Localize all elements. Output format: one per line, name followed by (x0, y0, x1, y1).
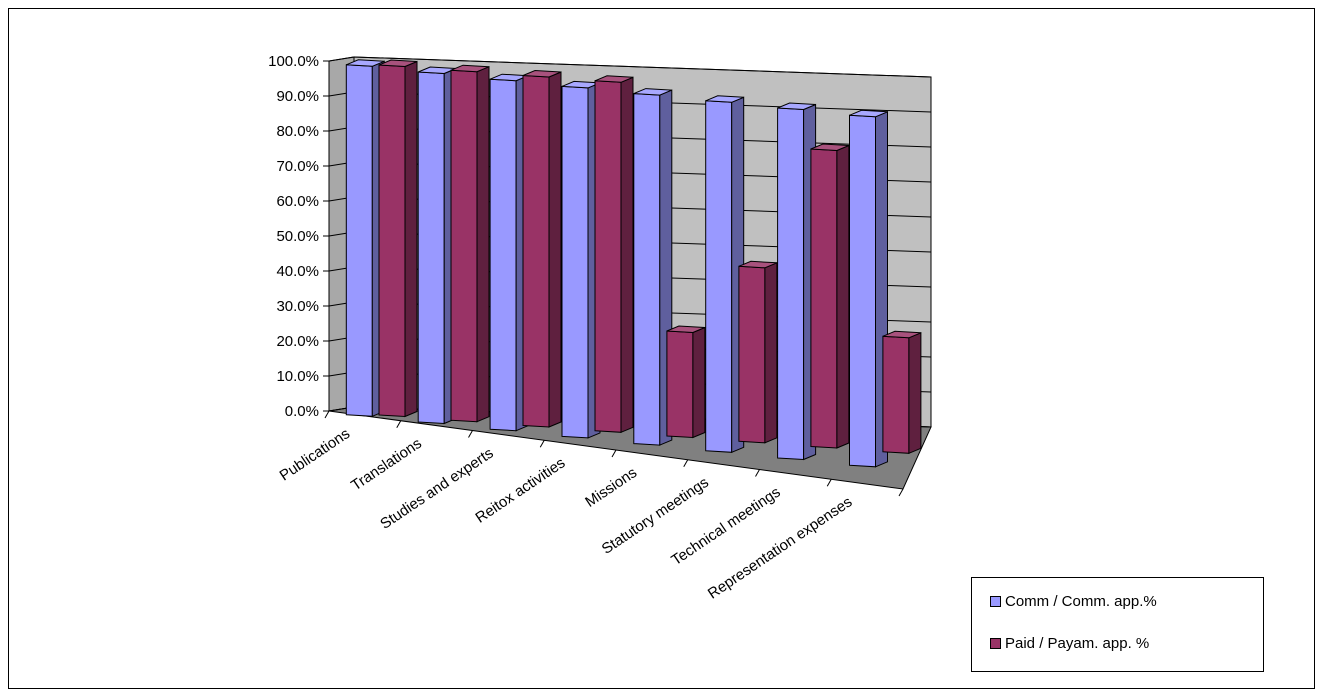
bar-top-paid (882, 330, 922, 339)
gridline (353, 56, 932, 78)
y-tick-label: 60.0% (276, 193, 319, 210)
bar-top-paid (522, 69, 562, 78)
x-tick-mark (683, 459, 689, 467)
bar-paid (666, 330, 694, 439)
bar-top-paid (450, 64, 490, 73)
legend-label-comm: Comm / Comm. app.% (1005, 592, 1157, 610)
bar-paid (810, 148, 838, 449)
bar-paid (378, 64, 406, 418)
x-tick-mark (755, 469, 760, 477)
y-tick-label: 20.0% (276, 333, 319, 350)
y-tick-label: 0.0% (285, 403, 319, 420)
y-tick-label: 10.0% (276, 368, 319, 385)
y-tick-label: 90.0% (276, 88, 319, 105)
bar-comm (417, 71, 445, 425)
bar-paid (594, 80, 622, 433)
legend-swatch-paid (990, 637, 1001, 649)
bar-top-paid (378, 59, 418, 68)
x-tick-mark (539, 440, 545, 448)
x-tick-mark (396, 420, 402, 428)
bar-side-paid (692, 326, 706, 439)
bar-top-paid (594, 75, 634, 83)
bar-side-paid (548, 71, 562, 428)
legend-item-paid: Paid / Payam. app. % (990, 633, 1149, 653)
x-category-label: Representation expenses (705, 493, 856, 602)
x-category-label: Publications (277, 425, 354, 484)
x-tick-mark (468, 430, 473, 438)
gridline-side (328, 56, 355, 62)
y-tick-label: 100.0% (268, 53, 319, 70)
bar-paid (522, 74, 550, 428)
bar-comm (345, 64, 373, 417)
chart-frame: 0.0% 10.0% 20.0% 30.0% 40.0% 50.0% 60.0% 70.0% 8… (8, 8, 1315, 689)
x-tick-mark (826, 479, 832, 487)
y-tick-label: 70.0% (276, 158, 319, 175)
bar-side-paid (764, 262, 778, 444)
x-category-label: Translations (348, 435, 425, 494)
bar-paid (882, 335, 910, 454)
bar-side-paid (620, 76, 634, 434)
chart-svg: 0.0% 10.0% 20.0% 30.0% 40.0% 50.0% 60.0% 70.0% 8… (268, 53, 932, 603)
bar-paid (738, 265, 766, 444)
bar-top-paid (738, 260, 778, 269)
bar-side-paid (908, 332, 922, 455)
legend-label-paid: Paid / Payam. app. % (1005, 634, 1150, 652)
x-tick-mark (898, 488, 904, 497)
bar-side-paid (836, 144, 850, 449)
y-tick-label: 30.0% (276, 298, 319, 315)
bar-comm (777, 107, 805, 461)
y-tick-label: 50.0% (276, 228, 319, 245)
y-tick-label: 80.0% (276, 123, 319, 140)
bar-top-comm (633, 88, 672, 96)
bar-side-paid (476, 65, 490, 423)
bar-comm (633, 93, 661, 446)
x-category-label: Missions (582, 464, 640, 511)
bar-top-comm (777, 102, 816, 111)
chart-legend: Comm / Comm. app.% Paid / Payam. app. % (971, 577, 1264, 672)
bar-top-paid (666, 325, 706, 334)
bar-top-paid (810, 143, 850, 152)
bar-comm (561, 85, 589, 439)
bar-comm (705, 100, 733, 453)
legend-swatch-comm (990, 595, 1001, 607)
bar-top-comm (705, 95, 744, 103)
bar-comm (489, 78, 517, 432)
x-tick-mark (611, 449, 617, 458)
x-tick-mark (324, 410, 330, 419)
bar-top-comm (849, 109, 888, 118)
bar-paid (450, 69, 478, 423)
y-tick-label: 40.0% (276, 263, 319, 280)
bar-top-comm (346, 59, 385, 67)
bar-side-paid (404, 60, 418, 418)
legend-item-comm: Comm / Comm. app.% (990, 591, 1157, 611)
bar-comm (849, 114, 876, 468)
